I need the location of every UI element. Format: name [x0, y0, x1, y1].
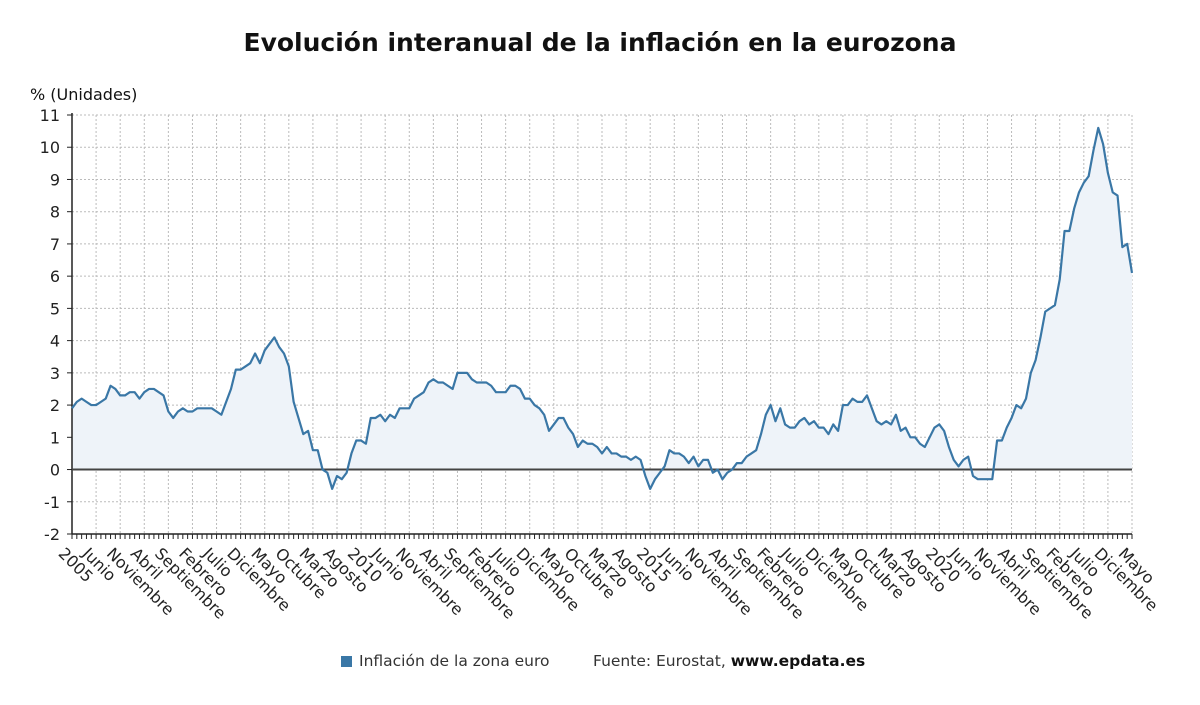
- source-note: Fuente: Eurostat, www.epdata.es: [593, 652, 865, 670]
- y-tick-label: 10: [40, 138, 60, 157]
- y-tick-label: 11: [40, 106, 60, 125]
- axes: [67, 113, 1133, 539]
- series-area: [72, 127, 1132, 489]
- y-tick-label: -2: [44, 525, 60, 544]
- series-line-inflacion: [71, 126, 1134, 490]
- legend-swatch: [341, 655, 352, 667]
- source-label: Fuente: Eurostat,: [593, 652, 731, 670]
- y-tick-label: -1: [44, 493, 60, 512]
- legend-label: Inflación de la zona euro: [359, 652, 550, 670]
- y-tick-label: 2: [50, 396, 60, 415]
- tick-labels: -2-1012345678910112005JunioNoviembreAbri…: [30, 85, 1162, 623]
- y-tick-label: 8: [50, 203, 60, 222]
- y-axis-label: % (Unidades): [30, 85, 137, 104]
- chart-title: Evolución interanual de la inflación en …: [243, 28, 957, 57]
- y-tick-label: 7: [50, 235, 60, 254]
- y-tick-label: 6: [50, 267, 60, 286]
- area-layer: [72, 127, 1132, 489]
- y-tick-label: 9: [50, 170, 60, 189]
- y-tick-label: 1: [50, 428, 60, 447]
- y-tick-label: 0: [50, 461, 60, 480]
- series-layer: [71, 126, 1134, 490]
- source-site: www.epdata.es: [730, 652, 866, 670]
- legend: Inflación de la zona euro: [341, 652, 550, 670]
- y-tick-label: 5: [50, 299, 60, 318]
- y-tick-label: 3: [50, 364, 60, 383]
- y-tick-label: 4: [50, 332, 60, 351]
